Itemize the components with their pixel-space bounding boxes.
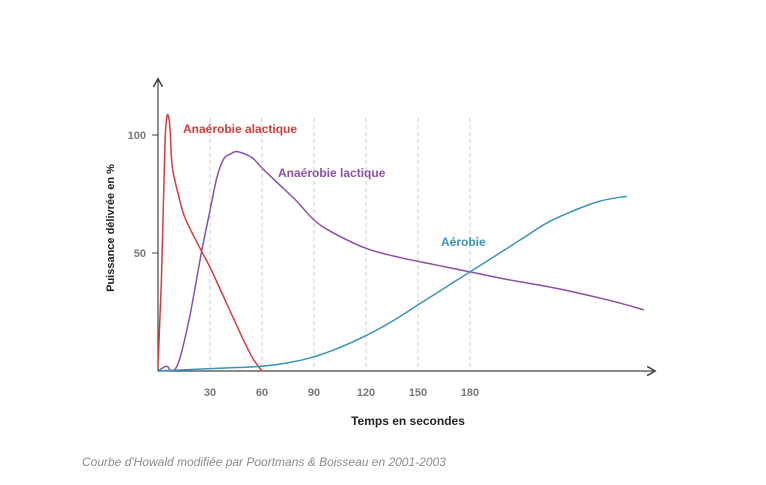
series-line-aerobie <box>157 195 627 372</box>
y-axis-label: Puissance délivrée en % <box>105 164 117 292</box>
series-label-aerobie: Aérobie <box>441 235 486 249</box>
y-tick-label-50: 50 <box>134 248 146 260</box>
axes <box>158 80 654 371</box>
series-label-anaerobie-lactique: Anaérobie lactique <box>278 166 386 180</box>
x-tick-label-60: 60 <box>256 387 268 399</box>
tick-labels: 30 60 90 120 150 180 50 100 <box>128 130 480 399</box>
series-line-anaerobie-alactique <box>157 113 263 372</box>
series-line-anaerobie-lactique <box>157 150 645 372</box>
grid-lines <box>209 118 471 371</box>
x-tick-label-30: 30 <box>204 387 216 399</box>
series-labels: Anaérobie alactique Anaérobie lactique Aér… <box>183 122 486 249</box>
series <box>157 113 645 372</box>
x-tick-label-150: 150 <box>409 387 427 399</box>
x-tick-label-120: 120 <box>357 387 375 399</box>
y-tick-label-100: 100 <box>128 130 146 142</box>
x-tick-label-90: 90 <box>308 387 320 399</box>
series-label-anaerobie-alactique: Anaérobie alactique <box>183 122 297 136</box>
x-axis-label: Temps en secondes <box>351 414 465 428</box>
x-tick-label-180: 180 <box>461 387 479 399</box>
energy-systems-chart: 30 60 90 120 150 180 50 100 Anaérobie alactique… <box>105 0 766 428</box>
figure-caption: Courbe d'Howald modifiée par Poortmans &… <box>82 455 446 469</box>
